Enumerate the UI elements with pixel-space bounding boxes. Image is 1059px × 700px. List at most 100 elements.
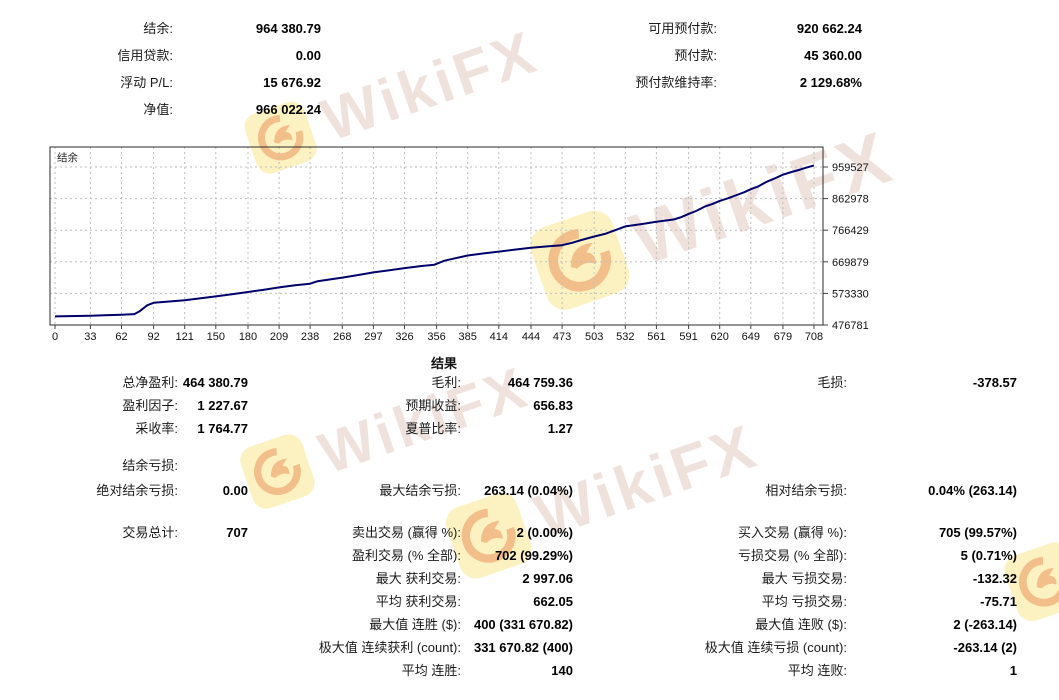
- stat-value: -75.71: [980, 594, 1017, 609]
- svg-text:180: 180: [239, 331, 257, 343]
- svg-text:92: 92: [147, 331, 159, 343]
- svg-text:708: 708: [805, 331, 823, 343]
- svg-text:33: 33: [84, 331, 96, 343]
- stat-value: 5 (0.71%): [960, 548, 1017, 563]
- svg-text:591: 591: [679, 331, 697, 343]
- summary-label: 结余:: [143, 21, 173, 36]
- svg-text:结余: 结余: [57, 151, 78, 164]
- svg-text:356: 356: [427, 331, 445, 343]
- svg-text:150: 150: [207, 331, 225, 343]
- stat-label: 最大值 连败 ($):: [755, 617, 847, 632]
- stat-label: 毛损:: [817, 375, 847, 390]
- stat-label: 极大值 连续获利 (count):: [318, 640, 461, 655]
- stat-label: 最大 获利交易:: [375, 571, 461, 586]
- svg-text:0: 0: [52, 331, 58, 343]
- stat-value: 1 764.77: [197, 421, 248, 436]
- svg-text:121: 121: [176, 331, 194, 343]
- stat-value: 662.05: [533, 594, 573, 609]
- stat-value: -263.14 (2): [953, 640, 1017, 655]
- stat-label: 平均 亏损交易:: [761, 594, 847, 609]
- stat-value: 1 227.67: [197, 398, 248, 413]
- svg-text:414: 414: [490, 331, 508, 343]
- stat-label: 绝对结余亏损:: [96, 483, 178, 498]
- svg-text:62: 62: [115, 331, 127, 343]
- summary-label: 可用预付款:: [648, 21, 717, 36]
- svg-text:679: 679: [774, 331, 792, 343]
- stat-value: 0.00: [222, 483, 248, 498]
- stat-value: -378.57: [972, 375, 1017, 390]
- summary-value: 964 380.79: [255, 21, 321, 36]
- summary-label: 净值:: [143, 102, 173, 117]
- svg-text:766429: 766429: [832, 225, 869, 237]
- stat-label: 交易总计:: [122, 525, 178, 540]
- stat-label: 总净盈利:: [122, 375, 178, 390]
- results-section-header: 结果: [430, 356, 457, 371]
- stat-value: 1: [1009, 663, 1017, 678]
- stat-value: 0.04% (263.14): [928, 483, 1017, 498]
- stat-label: 盈利交易 (% 全部):: [351, 548, 461, 563]
- summary-label: 浮动 P/L:: [120, 75, 173, 90]
- wikifx-eagle-icon: [240, 433, 315, 509]
- stat-label: 亏损交易 (% 全部):: [737, 548, 847, 563]
- svg-text:862978: 862978: [832, 194, 869, 206]
- svg-text:669879: 669879: [832, 257, 869, 269]
- stat-value: 263.14 (0.04%): [484, 483, 573, 498]
- stat-label: 极大值 连续亏损 (count):: [704, 640, 847, 655]
- stat-value: 464 380.79: [182, 375, 248, 390]
- stat-value: 140: [551, 663, 573, 678]
- summary-value: 920 662.24: [796, 21, 862, 36]
- stat-label: 盈利因子:: [122, 398, 178, 413]
- svg-text:444: 444: [522, 331, 540, 343]
- stat-value: 705 (99.57%): [938, 525, 1017, 540]
- stat-label: 平均 连胜:: [401, 663, 461, 678]
- stat-label: 采收率:: [135, 421, 178, 436]
- stat-value: 702 (99.29%): [494, 548, 573, 563]
- svg-text:649: 649: [742, 331, 760, 343]
- svg-text:473: 473: [553, 331, 571, 343]
- svg-text:326: 326: [395, 331, 413, 343]
- summary-value: 0.00: [295, 48, 321, 63]
- svg-text:297: 297: [364, 331, 382, 343]
- stat-value: 331 670.82 (400): [473, 640, 573, 655]
- svg-text:532: 532: [616, 331, 634, 343]
- svg-text:209: 209: [270, 331, 288, 343]
- stat-label: 平均 连败:: [787, 663, 847, 678]
- svg-text:959527: 959527: [832, 162, 869, 174]
- stat-value: 2 (0.00%): [516, 525, 573, 540]
- stat-value: -132.32: [972, 571, 1017, 586]
- svg-text:476781: 476781: [832, 320, 869, 332]
- summary-value: 966 022.24: [255, 102, 321, 117]
- watermark-text: WikiFX: [313, 17, 547, 154]
- stat-label: 毛利:: [431, 375, 461, 390]
- stat-label: 相对结余亏损:: [765, 483, 847, 498]
- stat-value: 2 (-263.14): [953, 617, 1017, 632]
- stat-value: 1.27: [547, 421, 573, 436]
- svg-text:573330: 573330: [832, 288, 869, 300]
- stat-value: 400 (331 670.82): [473, 617, 573, 632]
- svg-text:238: 238: [301, 331, 319, 343]
- summary-value: 2 129.68%: [799, 75, 862, 90]
- stat-label: 最大值 连胜 ($):: [369, 617, 461, 632]
- stat-value: 707: [226, 525, 248, 540]
- svg-text:268: 268: [333, 331, 351, 343]
- stat-label: 平均 获利交易:: [375, 594, 461, 609]
- svg-text:503: 503: [585, 331, 603, 343]
- balance-equity-chart: 0 33 62 92 121 150 180 209 238 268 297 326 356 385 414…: [45, 140, 945, 352]
- svg-text:385: 385: [459, 331, 477, 343]
- summary-value: 45 360.00: [804, 48, 862, 63]
- stat-label: 最大结余亏损:: [379, 483, 461, 498]
- stat-value: 464 759.36: [507, 375, 573, 390]
- stat-label: 最大 亏损交易:: [761, 571, 847, 586]
- summary-label: 信用贷款:: [117, 48, 173, 63]
- svg-text:620: 620: [711, 331, 729, 343]
- svg-text:561: 561: [647, 331, 665, 343]
- stat-label: 结余亏损:: [122, 458, 178, 473]
- summary-label: 预付款维持率:: [635, 75, 717, 90]
- stat-label: 夏普比率:: [405, 421, 461, 436]
- stat-label: 卖出交易 (赢得 %):: [351, 525, 461, 540]
- stat-label: 买入交易 (赢得 %):: [737, 525, 847, 540]
- stat-label: 预期收益:: [405, 398, 461, 413]
- stat-value: 656.83: [533, 398, 573, 413]
- summary-value: 15 676.92: [263, 75, 321, 90]
- summary-label: 预付款:: [674, 48, 717, 63]
